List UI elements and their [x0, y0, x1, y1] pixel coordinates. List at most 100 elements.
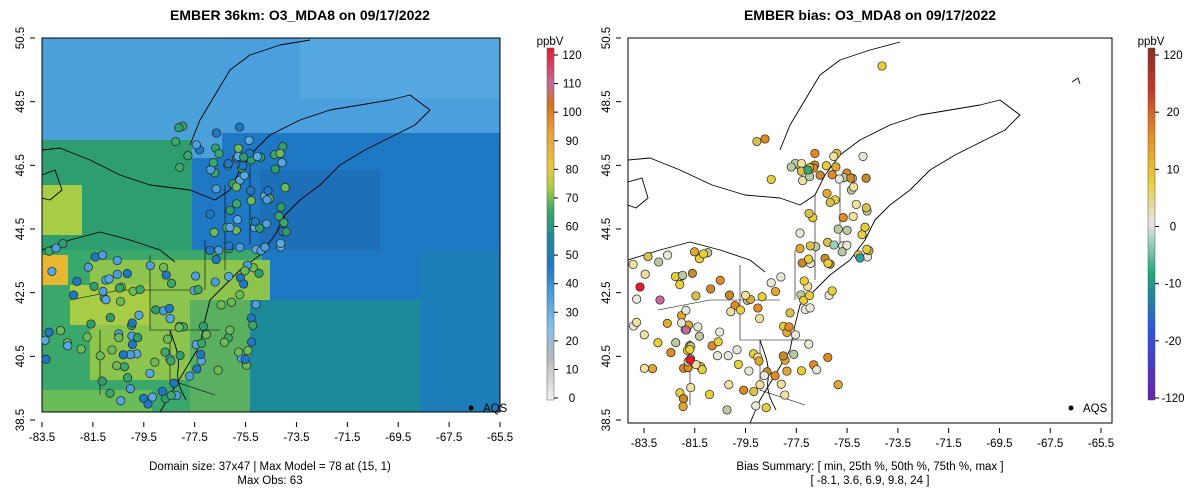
- station-marker: [86, 319, 96, 329]
- bias-station-marker: [862, 244, 872, 254]
- bias-station-marker: [780, 390, 790, 400]
- left-colorbar-tick-label: 90: [566, 136, 579, 148]
- station-marker: [47, 266, 57, 276]
- bias-station-marker: [691, 360, 701, 370]
- bias-station-marker: [753, 303, 763, 313]
- bias-station-marker: [739, 385, 749, 395]
- bias-station-marker: [770, 286, 781, 297]
- right-lon-tick-label: -75.5: [834, 438, 860, 450]
- bias-station-marker: [715, 275, 725, 285]
- bias-station-marker: [786, 162, 796, 172]
- model-field: [42, 38, 500, 412]
- station-marker: [122, 269, 132, 279]
- left-colorbar-tick-label: 30: [566, 307, 579, 319]
- station-marker: [210, 277, 220, 287]
- left-colorbar-bar: [546, 47, 555, 401]
- station-marker: [213, 365, 223, 375]
- station-marker: [219, 337, 229, 347]
- bias-station-marker: [842, 225, 852, 235]
- station-marker: [232, 215, 243, 225]
- station-marker: [98, 250, 108, 260]
- right-colorbar-tick-label: 10: [1167, 164, 1180, 176]
- station-marker: [160, 347, 170, 357]
- station-marker: [224, 271, 234, 282]
- station-marker: [235, 242, 245, 252]
- station-marker: [63, 341, 73, 351]
- bias-station-marker: [761, 403, 771, 413]
- left-colorbar-tick-label: 20: [566, 336, 579, 348]
- station-marker: [238, 161, 248, 171]
- bias-station-marker: [829, 240, 839, 250]
- station-marker: [127, 318, 137, 328]
- bias-station-marker: [834, 174, 844, 184]
- right-colorbar-ticks: -120 -20 -10 0 10 20 120: [1155, 50, 1185, 405]
- left-colorbar-tick-label: 40: [566, 279, 579, 291]
- station-marker: [235, 122, 245, 132]
- bias-station-marker: [681, 325, 691, 335]
- bias-station-marker: [846, 173, 856, 183]
- left-lat-tick-label: 40.5: [15, 345, 27, 367]
- right-lat-ticks: 38.5 40.5 42.5 44.5 46.5 48.5 50.5: [601, 27, 621, 431]
- station-marker: [104, 274, 114, 284]
- right-lat-tick-label: 50.5: [601, 27, 613, 49]
- bias-station-marker: [751, 401, 761, 411]
- bias-station-marker: [632, 294, 642, 304]
- left-colorbar-tick-label: 100: [562, 107, 581, 119]
- bias-station-marker: [827, 170, 837, 180]
- left-colorbar: ppbV 0 10 20 30 40 50 60 70 80 90 100 110 120: [537, 36, 582, 405]
- station-marker: [107, 345, 117, 355]
- bias-station-marker: [757, 292, 767, 302]
- bias-station-marker: [849, 182, 859, 192]
- bias-station-marker: [799, 276, 809, 286]
- station-marker: [239, 152, 249, 162]
- right-lat-tick-label: 40.5: [601, 345, 613, 367]
- station-marker: [127, 339, 137, 350]
- right-aqs-legend-label: AQS: [1083, 403, 1108, 415]
- station-marker: [55, 326, 66, 336]
- bias-station-marker: [643, 252, 653, 262]
- bias-station-marker: [681, 305, 691, 315]
- left-lon-tick-label: -83.5: [29, 432, 55, 444]
- left-stations: [42, 121, 291, 409]
- bias-station-marker: [694, 331, 705, 341]
- station-marker: [209, 227, 219, 237]
- station-marker: [175, 162, 185, 172]
- station-marker: [42, 354, 51, 364]
- bias-station-marker: [823, 352, 833, 362]
- station-marker: [224, 241, 234, 251]
- bias-station-marker: [676, 318, 687, 328]
- station-marker: [274, 211, 284, 221]
- right-lon-tick-label: -69.5: [986, 438, 1012, 450]
- station-marker: [234, 347, 244, 357]
- left-colorbar-tick-label: 0: [569, 393, 575, 405]
- bias-station-marker: [635, 282, 645, 292]
- station-marker: [95, 351, 105, 361]
- station-marker: [246, 313, 256, 323]
- bias-station-marker: [776, 379, 786, 389]
- station-marker: [232, 199, 242, 209]
- station-marker: [193, 285, 203, 295]
- bias-station-marker: [689, 247, 700, 257]
- bias-station-marker: [842, 240, 852, 250]
- bias-station-marker: [687, 268, 697, 278]
- station-marker: [163, 334, 173, 344]
- station-marker: [174, 322, 184, 332]
- station-marker: [192, 364, 202, 374]
- bias-station-marker: [735, 305, 746, 315]
- station-marker: [208, 158, 218, 168]
- bias-station-marker: [647, 364, 658, 374]
- station-marker: [165, 314, 175, 324]
- bias-station-marker: [759, 370, 769, 381]
- bias-station-marker: [857, 230, 867, 240]
- bias-station-marker: [804, 208, 814, 218]
- bias-station-marker: [796, 158, 807, 169]
- bias-station-marker: [860, 222, 870, 232]
- station-marker: [51, 243, 61, 253]
- bias-station-marker: [760, 134, 770, 144]
- station-marker: [184, 371, 195, 381]
- left-lon-tick-label: -65.5: [487, 432, 513, 444]
- bias-station-marker: [805, 303, 815, 313]
- bias-station-marker: [821, 161, 831, 171]
- station-marker: [240, 266, 250, 276]
- station-marker: [240, 354, 250, 364]
